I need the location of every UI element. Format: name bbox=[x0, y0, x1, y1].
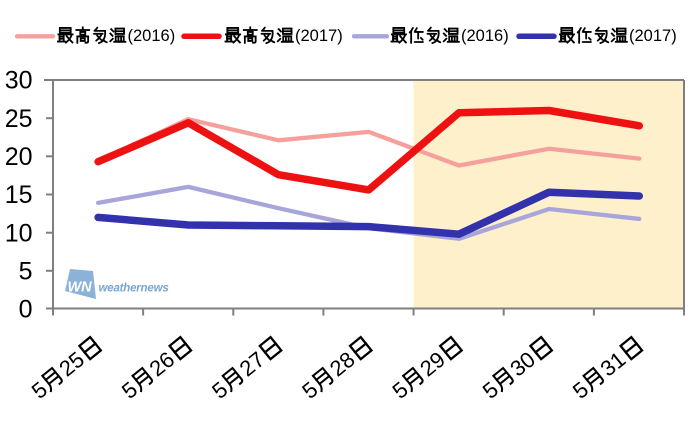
svg-text:weathernews: weathernews bbox=[99, 283, 169, 295]
svg-text:(2017): (2017) bbox=[629, 27, 677, 45]
svg-text:30: 30 bbox=[5, 67, 33, 95]
svg-text:(2016): (2016) bbox=[461, 27, 509, 45]
svg-text:20: 20 bbox=[5, 143, 33, 171]
svg-text:10: 10 bbox=[5, 219, 33, 247]
svg-text:0: 0 bbox=[19, 296, 33, 324]
svg-text:(2017): (2017) bbox=[295, 27, 343, 45]
svg-text:25: 25 bbox=[5, 105, 33, 133]
svg-text:15: 15 bbox=[5, 181, 33, 209]
svg-text:WN: WN bbox=[68, 280, 93, 296]
svg-text:(2016): (2016) bbox=[128, 27, 176, 45]
svg-text:5: 5 bbox=[19, 257, 33, 285]
